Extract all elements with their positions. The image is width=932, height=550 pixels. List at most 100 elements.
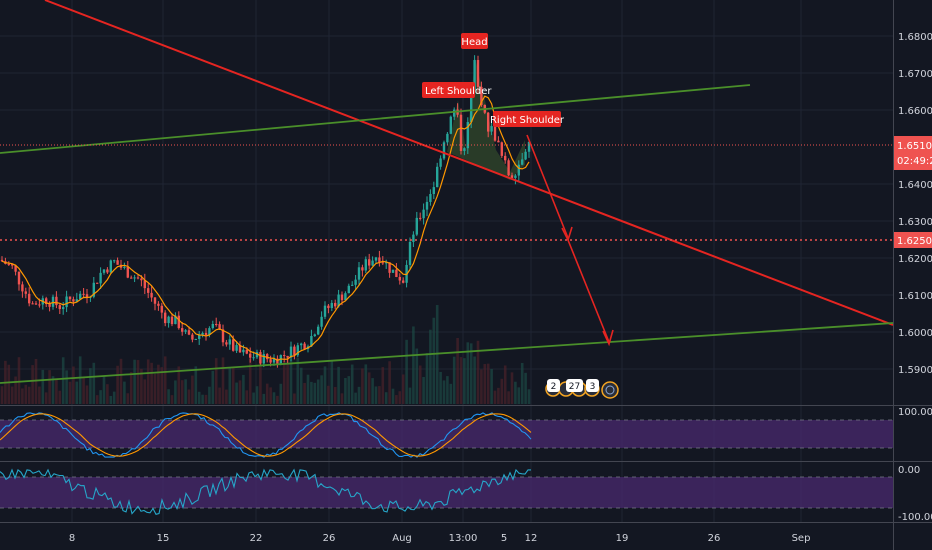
candle-body (493, 126, 497, 141)
candle-body (75, 299, 78, 302)
candle-body (140, 278, 143, 281)
oscillator2-pane (0, 468, 893, 515)
candle-body (62, 307, 65, 310)
globe-icon (601, 381, 619, 399)
candle-body (14, 265, 17, 272)
candle-body (191, 334, 194, 340)
volume-bar (177, 366, 181, 404)
osc2-tick-minus100: -100.00 (898, 512, 932, 523)
candle-body (218, 324, 221, 330)
candle-body (425, 201, 429, 210)
candle-body (113, 260, 116, 262)
osc1-tick-100: 100.00 (898, 407, 932, 418)
volume-bar (371, 378, 374, 404)
volume-bar (0, 386, 4, 404)
candle-body (323, 305, 327, 317)
time-tick-label: Sep (792, 533, 811, 544)
candle-body (153, 297, 157, 304)
volume-bar (276, 395, 279, 404)
volume-bar (143, 379, 147, 404)
volume-bar (123, 381, 126, 404)
badge-2: 27 (569, 382, 580, 392)
candle-body (252, 357, 255, 359)
time-tick-label: 22 (250, 533, 263, 544)
candle-body (337, 294, 340, 307)
candle-body (334, 302, 337, 307)
candle-body (48, 304, 51, 307)
candle-body (330, 302, 333, 309)
candle-body (242, 349, 245, 353)
volume-bar (398, 391, 402, 404)
volume-bar (31, 365, 34, 404)
volume-bar (44, 392, 48, 404)
volume-bar (231, 367, 235, 404)
volume-bar (72, 366, 75, 404)
volume-bar (82, 377, 85, 404)
candle-body (126, 266, 129, 278)
volume-bar (296, 358, 300, 404)
volume-bar (174, 380, 177, 404)
volume-bar (527, 389, 531, 404)
countdown-text: 02:49:24 (897, 156, 932, 167)
volume-bar (269, 387, 272, 404)
price-axis[interactable]: 1.68000 1.67000 1.66000 1.64000 1.63000 1.620… (898, 32, 932, 376)
candle-body (109, 260, 112, 273)
candle-body (395, 269, 398, 278)
candle-body (150, 292, 153, 298)
volume-bar (524, 372, 527, 404)
candle-body (106, 269, 109, 273)
level-price-text: 1.62500 (897, 236, 932, 247)
candle-body (228, 339, 231, 345)
green-neckline-upper (0, 84, 751, 154)
candle-body (51, 296, 55, 307)
green-support-lower (0, 322, 894, 384)
volume-bar (89, 368, 92, 404)
candle-body (28, 293, 31, 304)
time-axis[interactable]: 8 15 22 26 Aug 13:00 5 12 19 26 Sep (69, 533, 811, 544)
candle-body (340, 294, 344, 301)
volume-bar (248, 359, 252, 404)
candle-body (364, 259, 367, 271)
volume-bar (242, 374, 245, 404)
volume-bar (381, 367, 385, 404)
volume-bar (14, 376, 17, 404)
candle-body (68, 296, 72, 300)
candle-body (232, 339, 235, 351)
time-tick-label: 5 (501, 533, 507, 544)
volume-bar (17, 357, 21, 404)
candle-body (442, 142, 446, 159)
volume-bar (357, 386, 361, 404)
price-tick-label: 1.67000 (898, 69, 932, 80)
candle-body (303, 343, 306, 350)
volume-bar (473, 356, 476, 404)
candle-body (378, 257, 381, 263)
volume-bar (483, 364, 487, 404)
price-tick-label: 1.63000 (898, 217, 932, 228)
candle-body (177, 315, 180, 329)
price-tick-label: 1.59000 (898, 365, 932, 376)
candle-body (82, 293, 85, 295)
volume-bar (259, 356, 262, 404)
volume-bar (374, 386, 378, 404)
volume-bar (163, 356, 167, 404)
candle-body (391, 269, 395, 273)
price-tick-label: 1.68000 (898, 32, 932, 43)
event-badges[interactable]: 2 27 3 (545, 379, 619, 399)
candle-body (198, 334, 201, 339)
candle-body (85, 294, 89, 298)
volume-bar (75, 381, 79, 404)
candle-body (429, 193, 432, 202)
volume-bar (364, 364, 368, 404)
time-tick-label: 26 (323, 533, 336, 544)
volume-bar (21, 388, 24, 404)
price-tick-label: 1.60000 (898, 328, 932, 339)
volume-bar (452, 356, 456, 404)
volume-bar (446, 376, 449, 404)
badge-1: 2 (551, 382, 557, 392)
candle-body (55, 296, 58, 306)
head-label: Head (461, 33, 488, 49)
candle-body (521, 159, 524, 165)
volume-bar (204, 394, 208, 404)
volume-bar (344, 377, 347, 404)
candle-body (238, 345, 242, 353)
